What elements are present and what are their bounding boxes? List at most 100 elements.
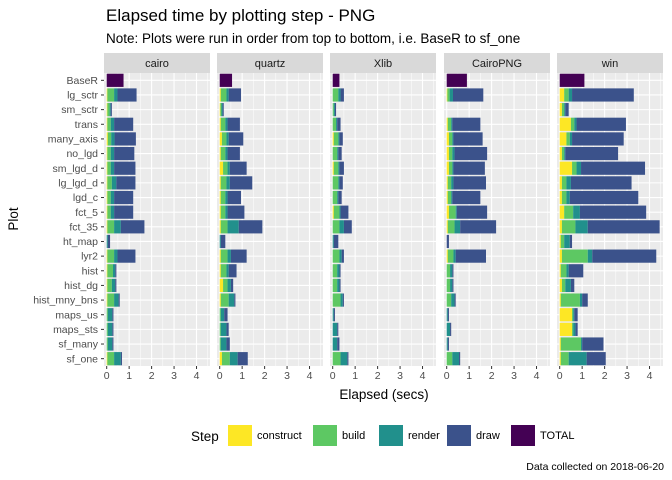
bar-fct_5-draw — [227, 205, 245, 219]
bar-hist_mny_bns-render — [340, 293, 343, 307]
bar-hist_mny_bns-draw — [234, 293, 236, 307]
bar-fct_35-build — [447, 220, 455, 234]
bar-lyr2-draw — [117, 249, 136, 263]
bar-fct_35-construct — [446, 220, 448, 234]
bar-maps_us-render — [446, 308, 448, 322]
bar-hist_mny_bns-build — [446, 293, 452, 307]
bar-hist-draw — [568, 264, 584, 278]
strip-label: win — [601, 58, 619, 70]
bar-maps_sts-draw — [226, 322, 229, 336]
y-tick-label: sm_lgd_d — [52, 163, 98, 175]
bar-hist_mny_bns-build — [107, 293, 115, 307]
bar-lg_sctr-build — [107, 88, 115, 102]
y-tick-label: BaseR — [66, 75, 98, 87]
bar-fct_5-construct — [332, 205, 334, 219]
legend-item-build: build — [313, 425, 365, 446]
caption: Data collected on 2018-06-20 — [526, 461, 664, 473]
bar-lg_lgd_d-build — [107, 176, 112, 190]
bar-lg_lgd_d-draw — [229, 176, 253, 190]
bar-sf_one-render — [452, 352, 460, 366]
bar-lyr2-render — [339, 249, 342, 263]
bar-lg_lgd_d-render — [338, 176, 340, 190]
bar-sm_lgd_d-construct — [106, 161, 108, 175]
bar-sf_many-build — [219, 337, 221, 351]
x-tick-label: 0 — [104, 370, 110, 382]
bar-hist-render — [226, 264, 229, 278]
bar-sm_lgd_d-construct — [559, 161, 573, 175]
bar-ht_map-draw — [220, 234, 226, 249]
legend-item-TOTAL: TOTAL — [511, 425, 574, 446]
legend-item-construct: construct — [228, 425, 302, 446]
legend-item-render: render — [379, 425, 440, 446]
bar-fct_5-render — [339, 205, 341, 219]
bar-lg_sctr-construct — [559, 88, 565, 102]
bar-many_axis-draw — [114, 132, 136, 146]
x-tick-label: 4 — [534, 370, 540, 382]
bar-trans-build — [447, 117, 452, 131]
bar-lgd_c-draw — [227, 190, 242, 205]
bar-lgd_c-draw — [452, 190, 481, 205]
bar-lg_lgd_d-build — [220, 176, 227, 190]
bar-lgd_c-build — [107, 190, 111, 205]
bar-trans-construct — [106, 117, 108, 131]
facet-panels: cairo 0 1 2 3 4 quartz 0 1 2 3 4 Xlib 0 1 2 3 4 CairoPNG 0 1… — [104, 53, 663, 382]
bar-lg_sctr-build — [447, 88, 450, 102]
facet-quartz: quartz 0 1 2 3 4 — [217, 53, 323, 382]
bar-hist_mny_bns-render — [579, 293, 583, 307]
bar-maps_sts-build — [572, 322, 574, 336]
bar-hist-draw — [115, 264, 117, 278]
bar-lyr2-construct — [446, 249, 448, 263]
bar-sm_lgd_d-build — [572, 161, 577, 175]
bar-lg_lgd_d-construct — [446, 176, 448, 190]
bar-no_lgd-draw — [227, 146, 240, 161]
bar-hist_dg-build — [332, 278, 338, 293]
bar-many_axis-build — [333, 132, 339, 146]
legend-item-draw: draw — [447, 425, 500, 446]
x-tick-label: 2 — [375, 370, 381, 382]
bar-lgd_c-render — [566, 190, 570, 205]
bar-hist_dg-render — [450, 278, 453, 293]
bar-fct_35-render — [454, 220, 461, 234]
bar-many_axis-construct — [106, 132, 108, 146]
bar-ht_map-render — [332, 234, 334, 249]
bar-many_axis-render — [569, 132, 573, 146]
legend-label: draw — [476, 430, 500, 442]
bar-hist-render — [566, 264, 569, 278]
y-tick-label: hist_dg — [64, 280, 98, 292]
bar-fct_5-build — [333, 205, 340, 219]
bar-many_axis-construct — [446, 132, 449, 146]
bar-lg_lgd_d-build — [447, 176, 452, 190]
bar-lyr2-build — [447, 249, 454, 263]
y-tick-label: sf_one — [66, 353, 98, 365]
bar-hist-build — [107, 264, 113, 278]
bar-maps_us-render — [107, 308, 113, 322]
bar-sm_lgd_d-render — [338, 161, 340, 175]
bar-maps_sts-build — [219, 322, 221, 336]
x-tick-label: 2 — [262, 370, 268, 382]
bar-lg_lgd_d-draw — [453, 176, 486, 190]
strip-background — [330, 53, 436, 73]
bar-lg_sctr-construct — [106, 88, 108, 102]
bar-sm_lgd_d-construct — [446, 161, 449, 175]
bar-lg_sctr-construct — [446, 88, 448, 102]
bar-sf_many-render — [581, 337, 583, 351]
bar-lgd_c-build — [220, 190, 226, 205]
bar-lgd_c-construct — [219, 190, 221, 205]
bar-maps_us-construct — [559, 308, 573, 322]
bar-hist-render — [450, 264, 453, 278]
bar-ht_map-construct — [559, 234, 561, 249]
bar-sm_lgd_d-render — [452, 161, 454, 175]
bar-lg_lgd_d-construct — [106, 176, 108, 190]
bar-hist-build — [446, 264, 451, 278]
bar-sm_lgd_d-construct — [332, 161, 334, 175]
bar-lyr2-build — [107, 249, 115, 263]
bar-hist_dg-draw — [452, 278, 454, 293]
y-tick-label: fct_5 — [75, 207, 98, 219]
legend-swatch — [511, 425, 535, 446]
bar-maps_sts-draw — [337, 322, 339, 336]
bar-hist-construct — [106, 264, 108, 278]
bar-fct_35-construct — [106, 220, 108, 234]
bar-many_axis-build — [221, 132, 227, 146]
bar-sf_many-draw — [112, 337, 114, 351]
x-tick-label: 3 — [624, 370, 630, 382]
